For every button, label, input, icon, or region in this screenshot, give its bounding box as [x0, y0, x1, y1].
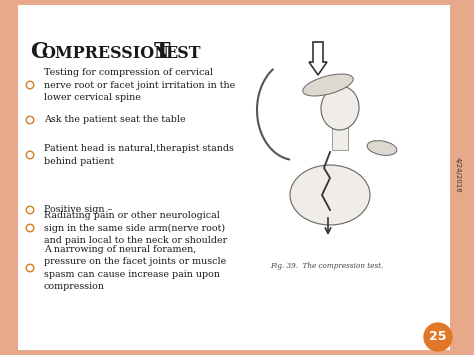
Bar [0, 0, 474, 5]
Text: Patient head is natural,therapist stands
behind patient: Patient head is natural,therapist stands… [44, 144, 234, 165]
Circle shape [26, 206, 34, 214]
Text: Radiating pain or other neurological
sign in the same side arm(nerve root)
and p: Radiating pain or other neurological sig… [44, 211, 227, 245]
Text: T: T [154, 41, 171, 63]
Circle shape [26, 116, 34, 124]
Circle shape [26, 224, 34, 232]
Text: 4/24/2016: 4/24/2016 [455, 157, 461, 193]
Text: Testing for compression of cervical
nerve root or facet joint irritation in the
: Testing for compression of cervical nerv… [44, 69, 235, 102]
Text: A narrowing of neural foramen,
pressure on the facet joints or muscle
spasm can : A narrowing of neural foramen, pressure … [44, 245, 226, 291]
Circle shape [424, 323, 452, 351]
Circle shape [27, 226, 32, 230]
Circle shape [27, 266, 32, 270]
Circle shape [27, 83, 32, 87]
Bar [0, 0, 18, 355]
Text: Positive sign –: Positive sign – [44, 206, 112, 214]
Polygon shape [309, 42, 327, 75]
Bar [0, 350, 474, 355]
Text: EST: EST [165, 45, 201, 62]
Circle shape [27, 208, 32, 212]
Circle shape [26, 151, 34, 159]
Text: Fig. 39.  The compression test.: Fig. 39. The compression test. [270, 262, 383, 270]
Ellipse shape [367, 141, 397, 155]
Text: 25: 25 [429, 331, 447, 344]
Text: OMPRESSION: OMPRESSION [42, 45, 169, 62]
Ellipse shape [303, 74, 353, 96]
Circle shape [26, 264, 34, 272]
Text: C: C [30, 41, 47, 63]
Circle shape [26, 81, 34, 89]
Circle shape [27, 118, 32, 122]
Text: Ask the patient seat the table: Ask the patient seat the table [44, 115, 186, 125]
Circle shape [27, 153, 32, 157]
Bar [332, 128, 348, 150]
Bar [452, 0, 474, 355]
Ellipse shape [290, 165, 370, 225]
Ellipse shape [321, 86, 359, 130]
